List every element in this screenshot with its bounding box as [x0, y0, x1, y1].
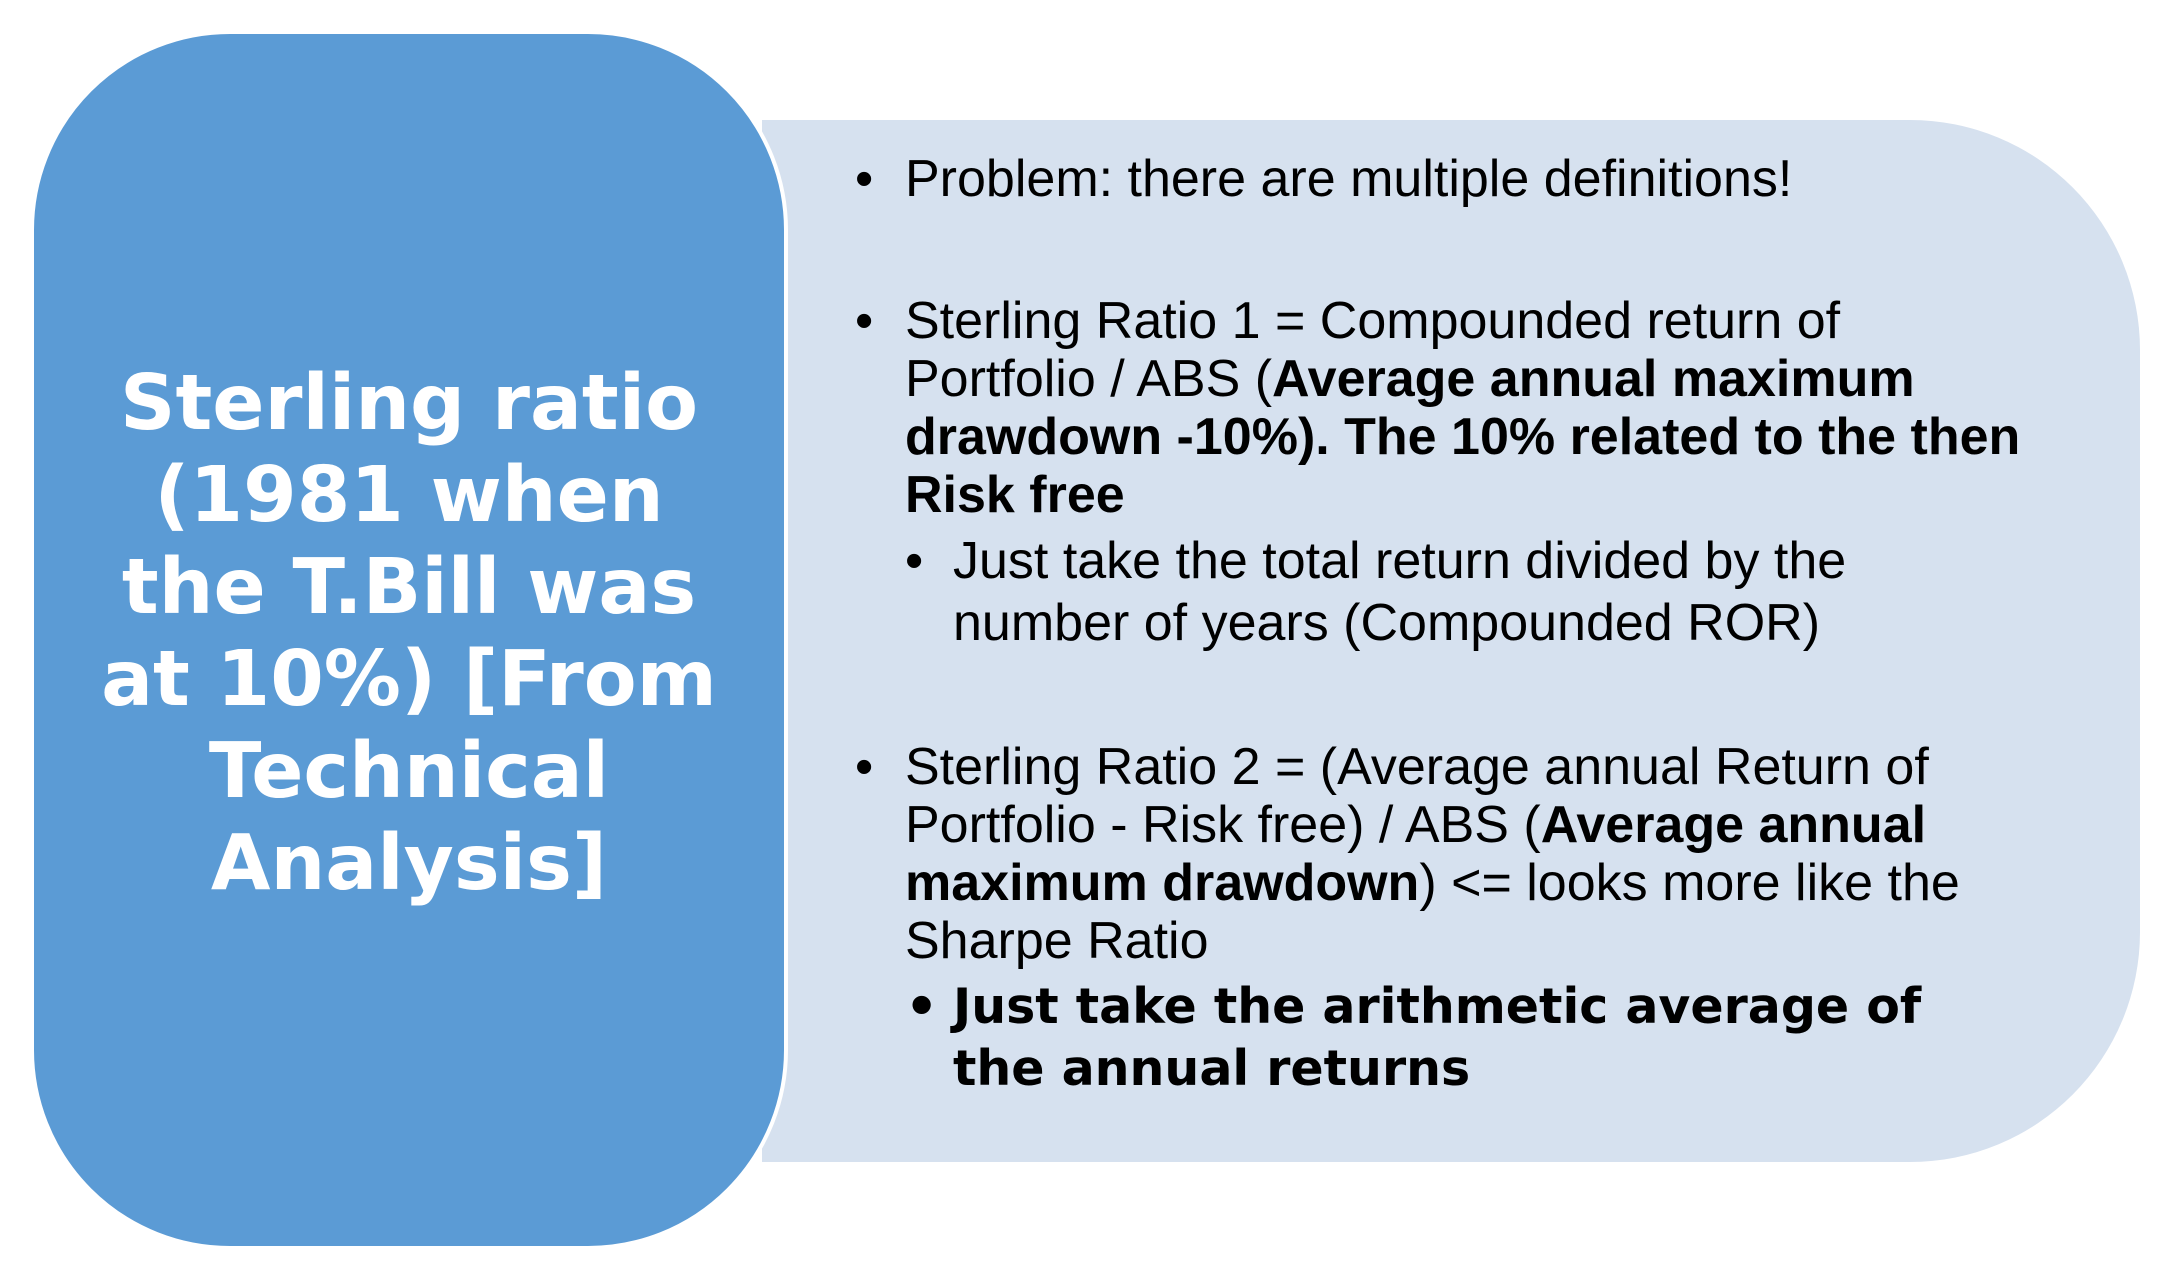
sub-bullet-list: • Just take the total return divided by … — [905, 530, 2025, 654]
bullet-icon: • — [855, 150, 874, 208]
sub-bullet-text: Just take the total return divided by th… — [953, 532, 1847, 652]
bullet-sterling-ratio-2: • Sterling Ratio 2 = (Average annual Ret… — [855, 738, 2025, 1100]
title-panel: Sterling ratio (1981 when the T.Bill was… — [30, 30, 788, 1250]
bullet-icon: • — [905, 977, 939, 1037]
bullet-text: Problem: there are multiple definitions! — [905, 150, 1793, 208]
bullet-icon: • — [855, 738, 874, 796]
sub-bullet-list: • Just take the arithmetic average of th… — [905, 976, 2025, 1100]
sub-bullet: • Just take the arithmetic average of th… — [905, 976, 2025, 1100]
bullet-bold-text: Average annual maximum drawdown — [905, 796, 1927, 912]
bullet-text-after: ) <= looks more like the Sharpe Ratio — [905, 854, 1960, 970]
slide-title: Sterling ratio (1981 when the T.Bill was… — [101, 359, 717, 908]
bullet-icon: • — [905, 532, 924, 590]
bullet-bold-text: Average annual maximum drawdown -10%). T… — [905, 350, 2021, 524]
bullet-text: Sterling Ratio 2 = (Average annual Retur… — [905, 738, 1929, 854]
bullet-text: Sterling Ratio 1 = Compounded return of … — [905, 292, 1841, 408]
bullet-sterling-ratio-1: • Sterling Ratio 1 = Compounded return o… — [855, 292, 2025, 654]
content-panel — [762, 120, 2140, 1162]
bullet-problem: • Problem: there are multiple definition… — [855, 150, 2025, 208]
sub-bullet-text: Just take the arithmetic average of the … — [953, 978, 1922, 1097]
sub-bullet: • Just take the total return divided by … — [905, 530, 2025, 654]
bullet-list: • Problem: there are multiple definition… — [855, 150, 2025, 1100]
bullet-icon: • — [855, 292, 874, 350]
